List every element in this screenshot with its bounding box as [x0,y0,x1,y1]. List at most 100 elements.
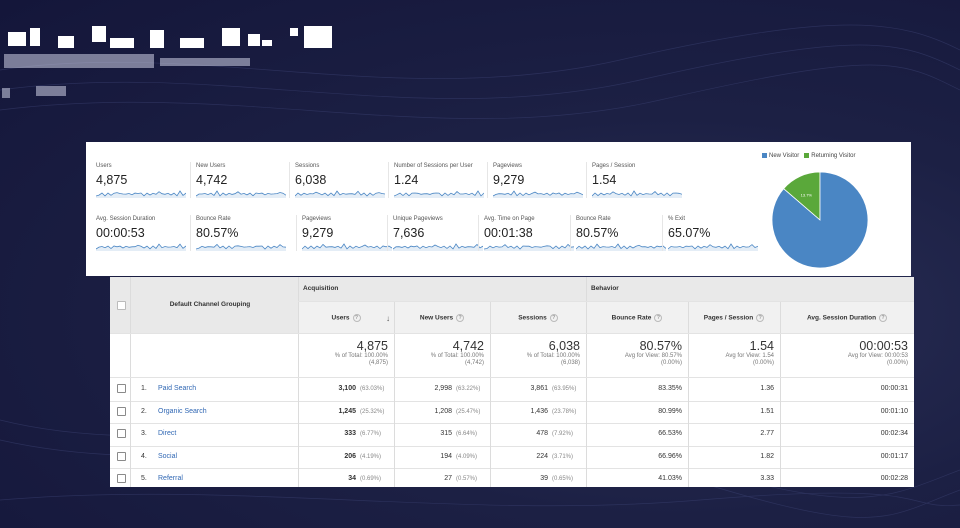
sparkline [96,190,186,198]
pages-per-session-value: 2.77 [760,430,774,438]
metric-avg-time-on-page[interactable]: Avg. Time on Page 00:01:38 [478,215,574,251]
pie-label: 13.7% [801,193,813,198]
new-users-pct: (4.09%) [456,453,478,460]
sparkline [493,190,583,198]
help-icon[interactable]: ? [756,314,765,322]
dimension-header[interactable]: Default Channel Grouping [169,301,251,308]
column-header-label: New Users [419,314,454,322]
row-checkbox[interactable] [117,429,126,439]
sort-desc-icon[interactable]: ↓ [386,314,390,323]
new-users-value: 1,208 [434,407,452,415]
metric-number-of-sessions-per-user[interactable]: Number of Sessions per User 1.24 [388,162,484,198]
column-header-pages-session[interactable]: Pages / Session? [688,314,780,322]
users-pct: (6.77%) [360,431,382,438]
pages-per-session-value: 1.82 [760,452,774,460]
pages-per-session-value: 1.36 [760,385,774,392]
row-checkbox[interactable] [117,474,126,484]
channel-link[interactable]: Organic Search [158,407,207,415]
metric-label: Users [96,163,112,169]
total-cell: 00:00:53 Avg for View: 00:00:53 (0.00%) [780,339,908,367]
acquisition-group-header: Acquisition [303,285,339,292]
bounce-rate-value: 80.99% [658,407,682,415]
column-header-label: Avg. Session Duration [806,314,877,322]
total-value: 1.54 [749,339,774,353]
obscured-title [0,18,360,108]
channel-link[interactable]: Social [158,452,178,460]
new-users-pct: (63.22%) [456,386,481,392]
total-note-sub: (0.00%) [660,360,682,366]
users-value: 3,100 [338,385,356,392]
total-cell: 4,875% of Total: 100.00% (4,875) [298,339,388,367]
help-icon[interactable]: ? [456,314,465,322]
users-pct: (25.32%) [360,408,385,415]
metrics-panel: Users 4,875 New Users 4,742 Sessions 6,038 Num… [86,142,911,276]
row-checkbox[interactable] [117,384,126,393]
metric-value: 4,742 [196,173,228,187]
metric-avg-session-duration[interactable]: Avg. Session Duration 00:00:53 [91,215,186,251]
sparkline [96,243,186,251]
column-header-label: Pages / Session [703,314,754,322]
pages-per-session-value: 3.33 [760,475,774,483]
bounce-rate-value: 66.96% [658,452,682,460]
pie-slice-new-visitor[interactable] [771,171,869,269]
metric-new-users[interactable]: New Users 4,742 [190,162,286,198]
legend-returning-visitor: Returning Visitor [811,153,856,160]
total-cell: 1.54 Avg for View: 1.54 (0.00%) [688,339,774,367]
total-note-sub: (0.00%) [886,360,908,366]
total-note: % of Total: 100.00% [334,353,388,359]
sessions-value: 3,861 [530,385,548,392]
help-icon[interactable]: ? [352,314,361,322]
metric-unique-pageviews[interactable]: Unique Pageviews 7,636 [387,215,483,251]
metric-sessions[interactable]: Sessions 6,038 [289,162,385,198]
help-icon[interactable]: ? [879,314,888,322]
avg-duration-value: 00:02:34 [880,430,908,438]
metric-value: 80.57% [196,226,239,240]
column-header-users[interactable]: Users? ↓ [298,314,394,323]
metric-value: 6,038 [295,173,327,187]
metric-bounce-rate[interactable]: Bounce Rate 80.57% [190,215,286,251]
pie-label: 86.3% [841,263,853,268]
metric-bounce-rate[interactable]: Bounce Rate 80.57% [570,215,666,251]
metric--exit[interactable]: % Exit 65.07% [662,215,758,251]
channel-link[interactable]: Referral [158,475,183,483]
new-users-pct: (0.57%) [456,476,478,483]
users-value: 206 [344,452,356,460]
table-row: 3. Direct 333 (6.77%) 315 (6.64%) 478 (7.92%) 66… [110,423,914,445]
sparkline [668,243,758,251]
help-icon[interactable]: ? [549,314,558,322]
column-header-sessions[interactable]: Sessions? [490,314,586,322]
total-cell: 6,038% of Total: 100.00% (6,038) [490,339,580,367]
column-header-bounce-rate[interactable]: Bounce Rate? [586,314,688,322]
sparkline [295,190,385,198]
total-note-sub: (4,742) [464,360,484,366]
metric-pageviews[interactable]: Pageviews 9,279 [487,162,583,198]
sparkline [484,243,574,251]
bounce-rate-value: 66.53% [658,430,682,438]
channel-link[interactable]: Direct [158,430,177,438]
channel-link[interactable]: Paid Search [158,385,197,392]
total-note: Avg for View: 80.57% [624,353,682,359]
row-index: 3. [141,430,147,438]
metric-pages-session[interactable]: Pages / Session 1.54 [586,162,682,198]
sparkline [393,243,483,251]
users-value: 1,245 [338,407,356,415]
metric-label: Number of Sessions per User [394,163,473,169]
row-checkbox[interactable] [117,451,126,461]
total-note-sub: (4,875) [368,360,388,366]
metric-value: 80.57% [576,226,619,240]
row-index: 4. [141,452,147,460]
sparkline [196,243,286,251]
metric-label: Pages / Session [592,163,636,169]
new-users-value: 2,998 [434,385,452,392]
help-icon[interactable]: ? [654,314,663,322]
table-row: 1. Paid Search 3,100 (63.03%) 2,998 (63.22%) 3… [110,378,914,400]
metric-users[interactable]: Users 4,875 [91,162,186,198]
select-all-checkbox[interactable] [117,301,126,310]
new-users-value: 315 [440,430,452,438]
column-header-avg-session-duration[interactable]: Avg. Session Duration? [780,314,914,322]
row-checkbox[interactable] [117,406,126,416]
row-index: 2. [141,407,147,415]
metric-pageviews[interactable]: Pageviews 9,279 [296,215,392,251]
column-header-new-users[interactable]: New Users? [394,314,490,322]
new-users-pct: (6.64%) [456,431,478,438]
